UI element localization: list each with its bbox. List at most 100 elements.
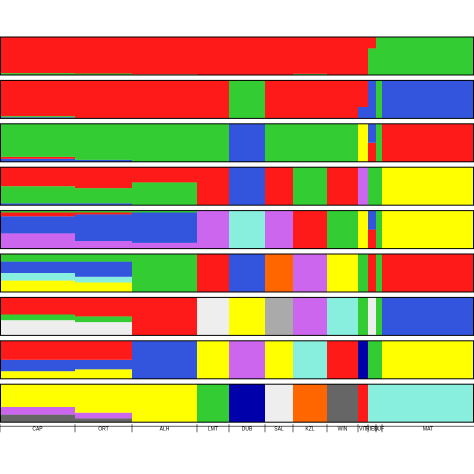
ancestry-segment: [75, 369, 132, 379]
ancestry-segment: [197, 80, 229, 119]
ancestry-segment: [229, 340, 265, 379]
ancestry-segment: [229, 80, 265, 119]
ancestry-segment: [75, 254, 132, 262]
ancestry-segment: [0, 297, 75, 315]
ancestry-segment: [293, 123, 327, 162]
ancestry-segment: [75, 123, 132, 160]
ancestry-segment: [75, 384, 132, 413]
ancestry-segment: [376, 167, 382, 206]
ancestry-segment: [0, 254, 75, 262]
ancestry-segment: [368, 384, 376, 423]
ancestry-segment: [368, 167, 376, 206]
ancestry-segment: [0, 156, 75, 159]
ancestry-segment: [75, 212, 132, 215]
ancestry-segment: [265, 80, 293, 119]
ancestry-segment: [0, 407, 75, 415]
ancestry-segment: [0, 167, 75, 187]
ancestry-segment: [132, 212, 197, 243]
ancestry-segment: [229, 297, 265, 336]
ancestry-segment: [265, 123, 293, 162]
ancestry-segment: [0, 203, 75, 206]
ancestry-segment: [132, 340, 197, 379]
ancestry-segment: [327, 167, 358, 206]
ancestry-segment: [327, 210, 358, 249]
ancestry-segment: [265, 340, 293, 379]
ancestry-segment: [0, 186, 75, 204]
ancestry-segment: [0, 320, 75, 336]
ancestry-segment: [293, 80, 327, 119]
ancestry-segment: [229, 123, 265, 162]
ancestry-segment: [75, 282, 132, 292]
ancestry-segment: [0, 123, 75, 157]
ancestry-segment: [0, 414, 75, 423]
ancestry-segment: [265, 210, 293, 249]
ancestry-segment: [382, 167, 474, 206]
ancestry-segment: [293, 210, 327, 249]
ancestry-segment: [382, 123, 474, 162]
ancestry-segment: [132, 384, 197, 423]
ancestry-segment: [197, 210, 229, 249]
ancestry-segment: [197, 384, 229, 423]
population-label: SAL: [274, 427, 284, 433]
ancestry-segment: [327, 384, 358, 423]
ancestry-segment: [132, 182, 197, 206]
population-label: KZL: [305, 427, 314, 433]
ancestry-segment: [132, 80, 197, 119]
ancestry-segment: [197, 340, 229, 379]
ancestry-segment: [75, 210, 132, 213]
ancestry-segment: [265, 37, 293, 75]
population-label: DUB: [242, 427, 253, 433]
ancestry-segment: [0, 371, 75, 379]
ancestry-segment: [0, 314, 75, 321]
ancestry-segment: [368, 340, 376, 379]
ancestry-segment: [358, 254, 368, 292]
ancestry-segment: [293, 167, 327, 206]
ancestry-segment: [197, 167, 229, 206]
ancestry-segment: [0, 73, 75, 75]
ancestry-segment: [132, 37, 197, 75]
population-label: ALH: [160, 427, 170, 433]
ancestry-segment: [327, 37, 358, 75]
ancestry-segment: [368, 48, 376, 75]
ancestry-segment: [376, 340, 382, 379]
ancestry-segment: [376, 123, 382, 162]
ancestry-segment: [229, 254, 265, 292]
ancestry-segment: [75, 359, 132, 370]
ancestry-segment: [0, 116, 75, 118]
ancestry-segment: [293, 73, 327, 75]
ancestry-segment: [368, 123, 376, 143]
ancestry-segment: [368, 254, 376, 292]
population-label: MAT: [423, 427, 433, 433]
ancestry-segment: [382, 37, 474, 75]
ancestry-segment: [75, 167, 132, 189]
ancestry-segment: [358, 123, 368, 162]
ancestry-segment: [197, 254, 229, 292]
ancestry-segment: [75, 316, 132, 323]
ancestry-segment: [376, 210, 382, 249]
ancestry-segment: [265, 167, 293, 206]
ancestry-segment: [358, 340, 368, 379]
ancestry-segment: [358, 210, 368, 249]
population-label: RIED: [366, 427, 378, 433]
ancestry-segment: [0, 212, 75, 217]
ancestry-segment: [368, 142, 376, 162]
ancestry-segment: [229, 384, 265, 423]
ancestry-segment: [229, 37, 265, 75]
ancestry-segment: [327, 254, 358, 292]
ancestry-segment: [327, 340, 358, 379]
ancestry-segment: [293, 384, 327, 423]
ancestry-segment: [382, 210, 474, 249]
ancestry-segment: [265, 254, 293, 292]
ancestry-segment: [358, 107, 368, 119]
ancestry-segment: [293, 254, 327, 292]
ancestry-segment: [75, 261, 132, 277]
ancestry-segment: [229, 167, 265, 206]
ancestry-segment: [75, 412, 132, 419]
ancestry-segment: [0, 261, 75, 273]
ancestry-segment: [132, 210, 197, 213]
ancestry-segment: [368, 210, 376, 230]
ancestry-segment: [382, 340, 474, 379]
ancestry-segment: [0, 340, 75, 360]
ancestry-segment: [358, 80, 368, 107]
